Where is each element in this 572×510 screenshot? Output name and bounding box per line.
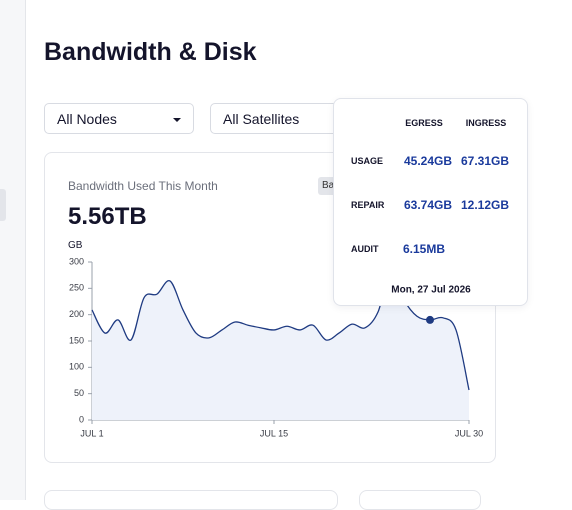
card-title: Bandwidth Used This Month <box>68 179 218 193</box>
bottom-card <box>44 490 338 510</box>
total-value: 5.56TB <box>68 203 147 230</box>
tooltip-column: INGRESS <box>465 118 507 128</box>
area-fill <box>92 269 469 420</box>
node-dropdown[interactable]: All Nodes <box>44 103 194 134</box>
y-axis-label: GB <box>68 240 83 251</box>
tooltip-date: Mon, 27 Jul 2026 <box>391 284 471 296</box>
tooltip-value: 6.15MB <box>402 242 446 256</box>
dropdown-label: All Nodes <box>57 111 117 127</box>
tooltip-value: 63.74GB <box>403 198 453 212</box>
y-tick-label: 50 <box>74 388 84 398</box>
tooltip-value: 67.31GB <box>460 154 510 168</box>
caret <box>173 118 181 122</box>
highlight-point <box>426 315 434 324</box>
tooltip-row-label: REPAIR <box>351 200 385 210</box>
tooltip-row-label: AUDIT <box>351 244 379 254</box>
y-tick-label: 100 <box>69 362 84 372</box>
x-tick-label: JUL 15 <box>260 428 288 438</box>
bottom-card <box>359 490 481 510</box>
x-tick-label: JUL 1 <box>80 428 103 438</box>
sidebar-tab[interactable] <box>0 189 6 221</box>
y-tick-label: 150 <box>69 335 84 345</box>
dropdown-label: All Satellites <box>223 111 300 127</box>
x-tick-label: JUL 30 <box>455 428 483 438</box>
page-title: Bandwidth & Disk <box>44 38 257 66</box>
tooltip-value: 12.12GB <box>460 198 510 212</box>
y-tick-label: 200 <box>69 309 84 319</box>
tooltip-row-label: USAGE <box>351 156 384 166</box>
y-tick-label: 300 <box>69 256 84 266</box>
y-tick-label: 250 <box>69 283 84 293</box>
tooltip-value: 45.24GB <box>403 154 453 168</box>
y-tick-label: 0 <box>79 414 84 424</box>
tooltip: EGRESS INGRESS USAGE 45.24GB 67.31GB REP… <box>333 98 528 306</box>
sidebar <box>0 0 26 500</box>
tooltip-column: EGRESS <box>405 118 443 128</box>
